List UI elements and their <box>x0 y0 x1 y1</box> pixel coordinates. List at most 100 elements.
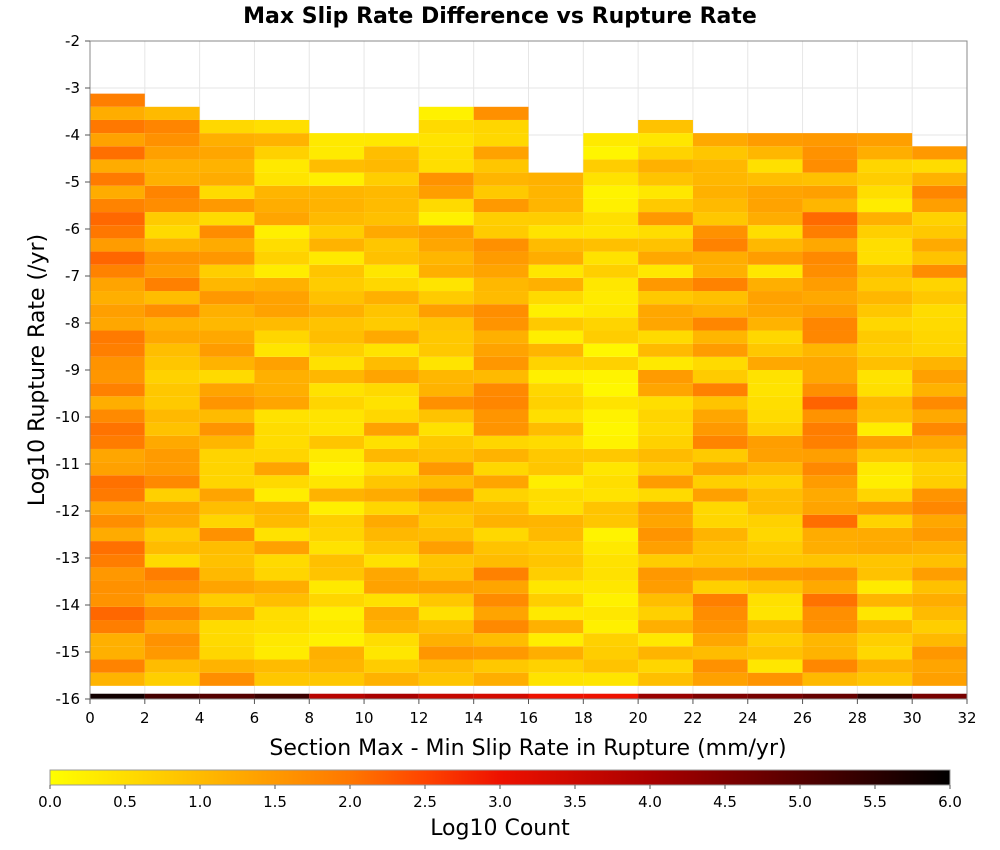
x-tick-label: 16 <box>519 709 538 727</box>
heatmap-cell <box>802 448 858 463</box>
heatmap-cell <box>254 212 310 226</box>
heatmap-cell <box>692 370 748 384</box>
heatmap-cell <box>364 435 419 449</box>
heatmap-cell-bottom <box>309 693 365 699</box>
heatmap-cell <box>912 370 967 384</box>
heatmap-cell <box>638 409 693 423</box>
heatmap-cell <box>199 225 255 239</box>
heatmap-cell <box>747 198 803 213</box>
heatmap-cell <box>90 567 145 581</box>
heatmap-cell <box>309 172 365 186</box>
heatmap-cell <box>747 396 803 410</box>
heatmap-cell <box>309 291 365 305</box>
heatmap-cell <box>364 291 419 305</box>
heatmap-cell <box>857 291 913 305</box>
heatmap-cell <box>912 304 967 318</box>
heatmap-cell <box>473 212 529 226</box>
heatmap-cell <box>692 356 748 370</box>
heatmap-cell <box>638 304 693 318</box>
heatmap-cell <box>254 672 310 686</box>
heatmap-cell <box>90 422 145 436</box>
heatmap-cell <box>473 159 529 173</box>
heatmap-cell <box>638 541 693 555</box>
heatmap-cell <box>144 514 200 528</box>
heatmap-cells <box>90 93 967 699</box>
x-tick-label: 30 <box>903 709 922 727</box>
x-tick-label: 12 <box>409 709 428 727</box>
heatmap-cell <box>199 448 255 463</box>
heatmap-cell <box>144 291 200 305</box>
heatmap-cell <box>254 225 310 239</box>
heatmap-cell <box>802 172 858 186</box>
heatmap-cell <box>473 317 529 331</box>
heatmap-cell <box>692 133 748 147</box>
heatmap-cell <box>90 383 145 397</box>
heatmap-cell <box>144 106 200 120</box>
heatmap-cell <box>747 409 803 423</box>
heatmap-cell <box>309 277 365 292</box>
heatmap-cell <box>418 106 474 120</box>
chart-title: Max Slip Rate Difference vs Rupture Rate <box>243 4 757 29</box>
heatmap-cell <box>802 198 858 213</box>
heatmap-cell <box>199 554 255 568</box>
heatmap-cell <box>528 501 584 515</box>
heatmap-cell <box>473 659 529 673</box>
heatmap-cell <box>692 383 748 397</box>
heatmap-cell <box>692 593 748 607</box>
heatmap-cell <box>583 383 639 397</box>
heatmap-cell <box>692 580 748 594</box>
heatmap-cell <box>912 383 967 397</box>
y-tick-label: -6 <box>65 220 80 238</box>
heatmap-cell <box>912 291 967 305</box>
heatmap-cell <box>418 527 474 542</box>
heatmap-cell <box>144 383 200 397</box>
heatmap-cell <box>692 185 748 199</box>
heatmap-cell <box>692 554 748 568</box>
heatmap-cell <box>309 567 365 581</box>
heatmap-cell <box>199 356 255 370</box>
heatmap-cell <box>473 593 529 607</box>
heatmap-cell <box>692 304 748 318</box>
colorbar-tick-label: 1.0 <box>188 793 212 811</box>
heatmap-cell <box>692 448 748 463</box>
heatmap-cell <box>638 606 693 621</box>
heatmap-cell <box>528 343 584 357</box>
heatmap-cell <box>309 659 365 673</box>
heatmap-cell <box>638 119 693 134</box>
heatmap-cell <box>144 633 200 647</box>
heatmap-cell <box>199 580 255 594</box>
heatmap-cell <box>90 317 145 331</box>
heatmap-cell <box>747 606 803 621</box>
heatmap-cell <box>583 343 639 357</box>
heatmap-cell <box>309 672 365 686</box>
x-axis-label: Section Max - Min Slip Rate in Rupture (… <box>269 736 786 761</box>
heatmap-cell <box>747 238 803 252</box>
heatmap-cell <box>144 501 200 515</box>
heatmap-cell <box>364 475 419 489</box>
heatmap-cell <box>144 646 200 660</box>
heatmap-cell <box>90 593 145 607</box>
heatmap-cell <box>857 554 913 568</box>
heatmap-cell <box>199 541 255 555</box>
heatmap-cell <box>528 212 584 226</box>
heatmap-cell <box>638 646 693 660</box>
heatmap-cell <box>364 646 419 660</box>
heatmap-cell <box>857 672 913 686</box>
heatmap-cell <box>199 501 255 515</box>
heatmap-cell <box>473 514 529 528</box>
heatmap-cell <box>802 356 858 370</box>
heatmap-cell <box>638 554 693 568</box>
heatmap-cell <box>90 212 145 226</box>
heatmap-cell <box>912 396 967 410</box>
heatmap-cell <box>364 383 419 397</box>
heatmap-cell <box>418 462 474 476</box>
heatmap-cell <box>364 606 419 621</box>
heatmap-cell <box>144 251 200 265</box>
heatmap-cell <box>638 567 693 581</box>
heatmap-cell <box>638 225 693 239</box>
heatmap-cell <box>418 448 474 463</box>
heatmap-cell <box>199 370 255 384</box>
heatmap-cell <box>199 659 255 673</box>
heatmap-cell <box>747 514 803 528</box>
heatmap-cell <box>912 185 967 199</box>
